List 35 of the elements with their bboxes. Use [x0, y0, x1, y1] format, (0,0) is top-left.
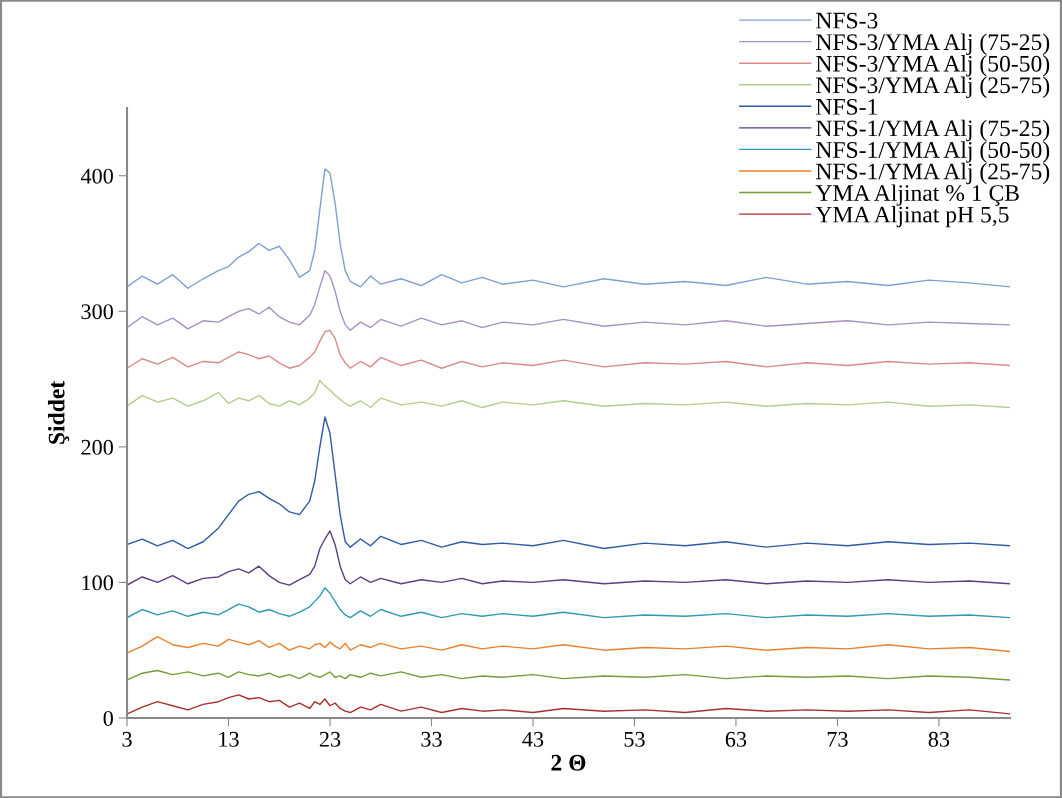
y-tick-label: 0: [103, 710, 113, 726]
line-series: [127, 669, 1010, 681]
legend-label: NFS-1: [816, 98, 877, 115]
legend-label: NFS-3/YMA Alj (75-25): [816, 33, 1050, 55]
legend-label: NFS-1/YMA Alj (50-50): [816, 141, 1050, 163]
x-tick-label: 3: [122, 731, 132, 747]
legend-label: NFS-3/YMA Alj (50-50): [816, 55, 1050, 77]
x-tick-label: 53: [624, 731, 645, 747]
line-series: [127, 379, 1010, 409]
x-axis-title: 2 Θ: [551, 754, 586, 771]
y-tick-label: 200: [81, 439, 113, 455]
line-series: [127, 635, 1010, 654]
legend-label: NFS-3/YMA Alj (25-75): [816, 76, 1050, 99]
x-tick-label: 43: [522, 731, 544, 747]
legend-label: YMA Aljinat % 1 ÇB: [815, 184, 1019, 206]
x-tick-label: 13: [219, 731, 239, 747]
line-series: [127, 269, 1010, 331]
line-series: [127, 587, 1010, 619]
legend-label: YMA Aljinat pH 5,5: [815, 205, 1009, 228]
y-tick-label: 400: [80, 168, 113, 184]
legend-label: NFS-1/YMA Alj (25-75): [816, 162, 1050, 185]
x-tick-label: 73: [827, 731, 848, 747]
legend-label: NFS-3: [816, 12, 878, 29]
line-series: [127, 694, 1010, 715]
x-tick-label: 23: [319, 731, 341, 747]
y-axis-title: Şiddet: [47, 380, 70, 444]
x-tick-label: 83: [928, 731, 950, 747]
x-tick-label: 63: [725, 731, 747, 747]
x-tick-label: 33: [421, 731, 442, 747]
line-series: [127, 416, 1010, 550]
y-tick-label: 100: [82, 575, 113, 591]
line-series: [127, 530, 1010, 586]
line-series: [127, 329, 1010, 369]
legend-label: NFS-1/YMA Alj (75-25): [816, 119, 1050, 142]
y-tick-label: 300: [81, 304, 113, 320]
